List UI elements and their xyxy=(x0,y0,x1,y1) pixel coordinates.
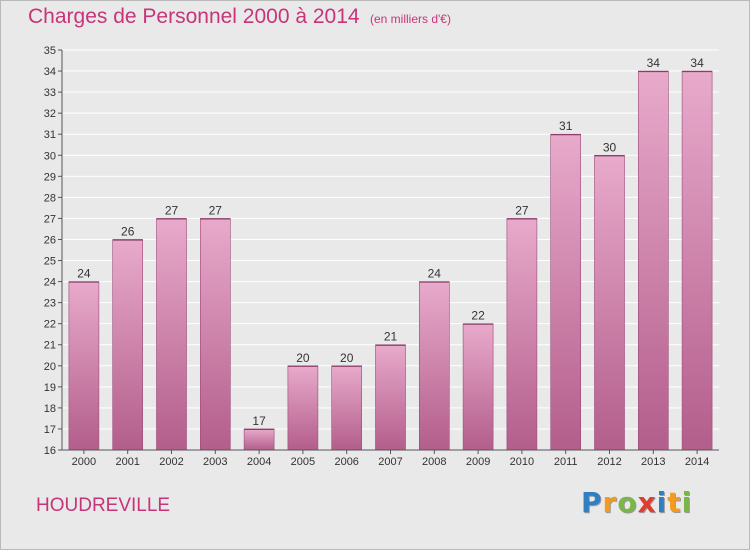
x-tick-label: 2014 xyxy=(685,456,709,468)
bar xyxy=(637,70,669,451)
bar-value-label: 34 xyxy=(690,56,704,70)
y-tick-label: 18 xyxy=(44,403,56,415)
y-tick-label: 20 xyxy=(44,361,56,373)
y-tick-label: 16 xyxy=(44,445,56,457)
y-tick-label: 25 xyxy=(44,256,56,268)
y-tick-label: 29 xyxy=(44,171,56,183)
y-tick-label: 33 xyxy=(44,87,56,99)
bar xyxy=(156,218,187,451)
logo-letter: i xyxy=(681,486,693,519)
x-tick-label: 2009 xyxy=(466,456,490,468)
logo-letter: t xyxy=(667,486,682,519)
bar xyxy=(681,70,713,451)
x-tick-label: 2007 xyxy=(378,456,402,468)
commune-name: HOUDREVILLE xyxy=(36,495,171,516)
bar-value-label: 27 xyxy=(515,203,529,217)
logo-letter: i xyxy=(656,486,668,519)
bar xyxy=(68,281,100,451)
bar xyxy=(287,365,319,451)
bar xyxy=(331,365,363,451)
bar xyxy=(550,133,582,451)
x-tick-label: 2008 xyxy=(422,456,446,468)
bar-value-label: 22 xyxy=(471,309,485,323)
y-tick-label: 34 xyxy=(44,66,56,78)
y-tick-label: 24 xyxy=(44,277,56,289)
x-tick-label: 2012 xyxy=(597,456,621,468)
y-tick-label: 23 xyxy=(44,298,56,310)
logo-letter: x xyxy=(637,486,657,519)
y-tick-label: 27 xyxy=(44,213,56,225)
bar-value-label: 34 xyxy=(647,56,661,70)
x-tick-label: 2010 xyxy=(510,456,534,468)
bar-value-label: 30 xyxy=(603,140,617,154)
y-tick-label: 35 xyxy=(44,45,56,57)
bar xyxy=(462,323,494,451)
logo-letter: o xyxy=(617,486,638,519)
bar xyxy=(200,218,231,451)
y-tick-label: 30 xyxy=(44,150,56,162)
bar-value-label: 27 xyxy=(165,203,179,217)
bar-value-label: 20 xyxy=(340,351,354,365)
y-tick-label: 22 xyxy=(44,319,56,331)
bar-value-label: 17 xyxy=(252,414,266,428)
x-tick-label: 2001 xyxy=(115,456,139,468)
proxiti-logo: Proxiti xyxy=(581,486,692,519)
x-tick-label: 2013 xyxy=(641,456,665,468)
bar-value-label: 21 xyxy=(384,330,398,344)
bar-value-label: 27 xyxy=(209,203,223,217)
y-tick-label: 31 xyxy=(44,129,56,141)
bar-value-label: 24 xyxy=(77,267,91,281)
bar xyxy=(375,344,406,451)
bars xyxy=(68,70,713,451)
logo-letter: r xyxy=(602,486,618,519)
x-tick-label: 2004 xyxy=(247,456,271,468)
y-tick-label: 19 xyxy=(44,382,56,394)
x-tick-label: 2003 xyxy=(203,456,227,468)
y-tick-label: 32 xyxy=(44,108,56,120)
x-tick-label: 2005 xyxy=(291,456,315,468)
y-tick-label: 28 xyxy=(44,192,56,204)
axes xyxy=(58,49,719,454)
logo-letter: P xyxy=(581,486,603,519)
bar xyxy=(112,239,143,451)
bar-value-label: 20 xyxy=(296,351,310,365)
y-tick-label: 21 xyxy=(44,340,56,352)
bar-value-label: 31 xyxy=(559,119,573,133)
chart-subtitle: (en milliers d'€) xyxy=(370,12,451,26)
bar xyxy=(506,218,538,451)
y-tick-label: 26 xyxy=(44,234,56,246)
x-tick-label: 2000 xyxy=(72,456,96,468)
bar-value-label: 26 xyxy=(121,224,135,238)
chart-title: Charges de Personnel 2000 à 2014 xyxy=(28,5,360,28)
bar xyxy=(594,154,625,451)
bar-value-label: 24 xyxy=(428,267,442,281)
y-tick-label: 17 xyxy=(44,424,56,436)
x-tick-label: 2002 xyxy=(159,456,183,468)
labels: 16 17 18 19 20 21 22 23 24 25 26 27 28 29 30 31 32 33 34 35… xyxy=(44,45,710,468)
bar xyxy=(243,428,275,451)
x-tick-label: 2011 xyxy=(554,456,578,468)
bar xyxy=(418,281,450,451)
x-tick-label: 2006 xyxy=(334,456,358,468)
